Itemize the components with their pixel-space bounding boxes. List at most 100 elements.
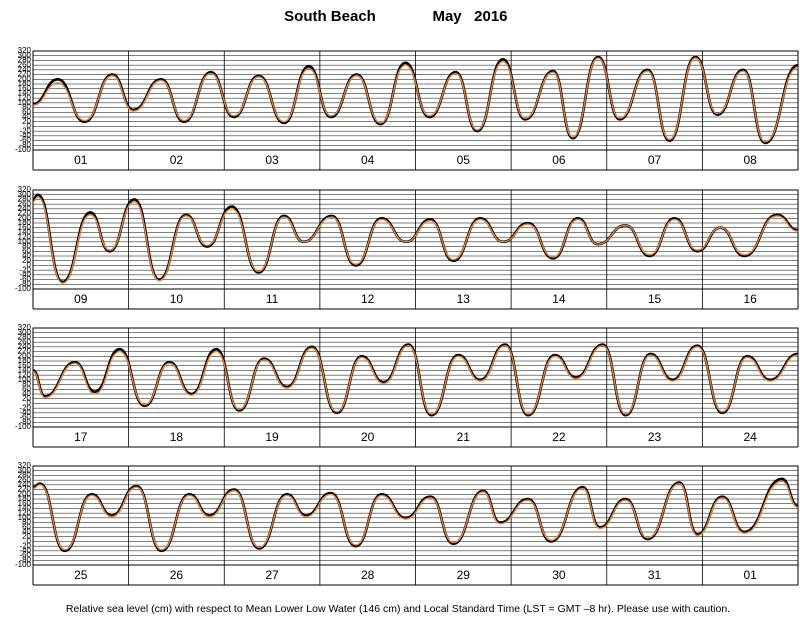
day-label: 18 [170, 430, 184, 444]
y-tick-label: 280 [18, 333, 32, 342]
tide-line [33, 196, 798, 284]
y-tick-label: -40 [19, 270, 31, 279]
y-tick-label: -100 [15, 145, 32, 154]
y-tick-label: 220 [18, 70, 32, 79]
y-tick-label: 100 [18, 237, 32, 246]
plot-frame [32, 50, 799, 151]
y-tick-label: 260 [18, 475, 32, 484]
y-tick-label: 0 [27, 261, 32, 270]
day-label: 25 [74, 568, 88, 582]
y-tick-label: 140 [18, 504, 32, 513]
y-tick-label: 100 [18, 513, 32, 522]
day-label: 24 [744, 430, 758, 444]
day-label: 28 [361, 568, 375, 582]
day-label: 13 [457, 292, 471, 306]
day-label: 10 [170, 292, 184, 306]
y-tick-label: -40 [19, 408, 31, 417]
y-tick-label: 120 [18, 370, 32, 379]
y-tick-label: 160 [18, 361, 32, 370]
y-tick-label: -40 [19, 546, 31, 555]
day-label: 22 [552, 430, 566, 444]
y-tick-label: 140 [18, 366, 32, 375]
y-tick-label: 260 [18, 337, 32, 346]
y-tick-label: 220 [18, 347, 32, 356]
day-label: 06 [552, 153, 566, 167]
y-tick-label: 80 [22, 103, 31, 112]
footnote: Relative sea level (cm) with respect to … [66, 603, 730, 615]
day-label: 23 [648, 430, 662, 444]
plot-frame [32, 465, 799, 566]
day-label: 31 [648, 568, 662, 582]
y-tick-label: 0 [27, 122, 32, 131]
y-tick-label: 200 [18, 489, 32, 498]
y-tick-label: -80 [19, 140, 31, 149]
day-label: 01 [744, 568, 758, 582]
y-tick-label: 300 [18, 328, 32, 337]
y-tick-label: 40 [22, 389, 31, 398]
y-tick-label: 60 [22, 384, 31, 393]
day-label: 16 [744, 292, 758, 306]
y-tick-label: 60 [22, 246, 31, 255]
y-tick-label: 180 [18, 494, 32, 503]
tide-line [33, 480, 798, 551]
day-label: 11 [266, 292, 279, 306]
day-label: 03 [265, 153, 279, 167]
y-tick-label: 180 [18, 356, 32, 365]
day-label: 20 [361, 430, 375, 444]
y-tick-label: 140 [18, 228, 32, 237]
y-tick-label: 20 [22, 256, 31, 265]
y-tick-label: 100 [18, 98, 32, 107]
plot-frame [32, 327, 799, 428]
day-label: 12 [361, 292, 375, 306]
y-tick-label: -60 [19, 551, 31, 560]
day-label: 01 [74, 153, 88, 167]
y-tick-label: 80 [22, 380, 31, 389]
y-tick-label: 320 [18, 46, 32, 55]
y-tick-label: -100 [15, 284, 32, 293]
y-tick-label: -100 [15, 560, 32, 569]
y-tick-label: -40 [19, 131, 31, 140]
day-label: 19 [265, 430, 279, 444]
day-label: 26 [170, 568, 184, 582]
y-tick-label: -60 [19, 413, 31, 422]
y-tick-label: 280 [18, 195, 32, 204]
y-tick-label: 80 [22, 242, 31, 251]
day-label: 17 [74, 430, 88, 444]
y-tick-label: 320 [18, 185, 32, 194]
day-label: 21 [457, 430, 471, 444]
day-label: 02 [170, 153, 184, 167]
day-label: 05 [457, 153, 471, 167]
y-tick-label: 240 [18, 342, 32, 351]
day-label: 04 [361, 153, 375, 167]
y-tick-label: -60 [19, 275, 31, 284]
y-tick-label: 320 [18, 461, 32, 470]
y-tick-label: -60 [19, 136, 31, 145]
day-label: 27 [265, 568, 279, 582]
y-tick-label: 0 [27, 537, 32, 546]
y-tick-label: 100 [18, 375, 32, 384]
y-tick-label: 40 [22, 251, 31, 260]
chart-date: May 2016 [432, 8, 507, 25]
y-tick-label: 60 [22, 107, 31, 116]
y-tick-label: 120 [18, 508, 32, 517]
y-tick-label: 260 [18, 199, 32, 208]
y-tick-label: 200 [18, 351, 32, 360]
y-tick-label: 220 [18, 485, 32, 494]
y-tick-label: -20 [19, 541, 31, 550]
y-tick-label: 300 [18, 51, 32, 60]
chart-title: South Beach [284, 8, 376, 25]
day-label: 29 [457, 568, 471, 582]
y-tick-label: -80 [19, 417, 31, 426]
y-tick-label: 140 [18, 89, 32, 98]
y-tick-label: 200 [18, 213, 32, 222]
day-label: 07 [648, 153, 662, 167]
y-tick-label: 280 [18, 56, 32, 65]
y-tick-label: 0 [27, 399, 32, 408]
y-tick-label: -100 [15, 422, 32, 431]
y-tick-label: 200 [18, 74, 32, 83]
y-tick-label: 40 [22, 527, 31, 536]
y-tick-label: 20 [22, 117, 31, 126]
y-tick-label: 320 [18, 323, 32, 332]
tide-line [33, 57, 798, 143]
